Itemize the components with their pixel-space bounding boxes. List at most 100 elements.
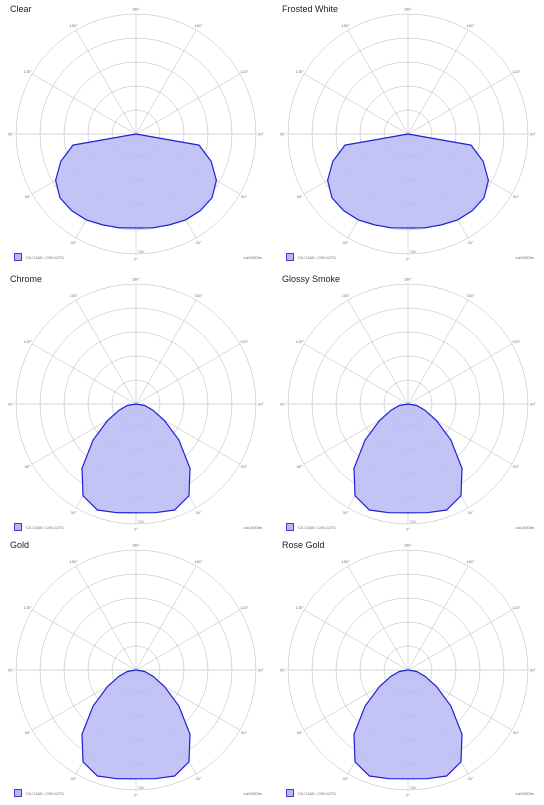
legend-swatch xyxy=(286,523,294,531)
legend: C0-C180 / C90-C270 xyxy=(286,252,336,262)
angle-tick-label: 90° xyxy=(530,668,536,673)
grid-spoke xyxy=(75,565,137,671)
angle-tick-label: 60° xyxy=(297,730,303,735)
angle-tick-label: 60° xyxy=(25,464,31,469)
unit-label: cd/1000lm xyxy=(243,525,262,530)
legend-swatch xyxy=(14,523,22,531)
chart-title: Chrome xyxy=(10,274,43,284)
grid-spoke xyxy=(407,609,513,671)
angle-tick-label: 120° xyxy=(296,605,305,610)
legend-label: C0-C180 / C90-C270 xyxy=(26,254,64,260)
angle-tick-label: 150° xyxy=(466,23,475,28)
angle-tick-label: 150° xyxy=(69,293,78,298)
angle-tick-label: 60° xyxy=(297,464,303,469)
grid-spoke xyxy=(347,565,409,671)
radial-tick-label: 250 xyxy=(138,786,144,790)
angle-tick-label: 150° xyxy=(194,559,203,564)
radial-tick-label: 250 xyxy=(410,786,416,790)
unit-label: cd/1000lm xyxy=(515,255,534,260)
angle-tick-label: 180° xyxy=(404,7,413,12)
angle-tick-label: 30° xyxy=(70,776,76,781)
grid-spoke xyxy=(135,565,197,671)
angle-tick-label: 60° xyxy=(241,194,247,199)
polar-chart: 180° 150° 120° 90° 60° 30° 0° 30° 60° 90° 120° 150°… xyxy=(280,543,536,798)
angle-tick-label: 30° xyxy=(467,776,473,781)
radial-tick-label: 250 xyxy=(410,520,416,524)
grid-spoke xyxy=(135,29,197,135)
angle-tick-label: 60° xyxy=(513,464,519,469)
grid-spoke xyxy=(407,29,469,135)
grid-spoke xyxy=(407,565,469,671)
chart-title: Clear xyxy=(10,4,32,14)
angle-tick-label: 180° xyxy=(132,7,141,12)
angle-tick-label: 90° xyxy=(258,402,264,407)
radial-tick-label: 250 xyxy=(138,250,144,254)
legend-swatch xyxy=(286,253,294,261)
angle-tick-label: 90° xyxy=(530,132,536,137)
angle-tick-label: 120° xyxy=(240,339,249,344)
angle-tick-label: 150° xyxy=(69,559,78,564)
chart-panel-clear: Clear 180° 150° 120° 90° 60° 30° 0° 30° 60° 90° 12… xyxy=(0,0,272,268)
legend-label: C0-C180 / C90-C270 xyxy=(26,790,64,796)
angle-tick-label: 120° xyxy=(296,339,305,344)
angle-tick-label: 90° xyxy=(280,668,286,673)
angle-tick-label: 60° xyxy=(513,730,519,735)
angle-tick-label: 0° xyxy=(134,527,138,532)
angle-tick-label: 60° xyxy=(241,464,247,469)
chart-panel-gold: Gold 180° 150° 120° 90° 60° 30° 0° 30° 60° 90° 120… xyxy=(0,536,272,804)
angle-tick-label: 150° xyxy=(341,23,350,28)
angle-tick-label: 150° xyxy=(466,293,475,298)
distribution-curve xyxy=(326,133,490,229)
grid-spoke xyxy=(347,299,409,405)
angle-tick-label: 30° xyxy=(195,240,201,245)
radial-tick-label: 250 xyxy=(410,250,416,254)
grid-spoke xyxy=(75,299,137,405)
angle-tick-label: 90° xyxy=(258,132,264,137)
angle-tick-label: 120° xyxy=(512,339,521,344)
legend-swatch xyxy=(14,789,22,797)
unit-label: cd/1000lm xyxy=(243,255,262,260)
angle-tick-label: 180° xyxy=(404,543,413,548)
angle-tick-label: 150° xyxy=(69,23,78,28)
chart-title: Gold xyxy=(10,540,30,550)
angle-tick-label: 0° xyxy=(406,527,410,532)
angle-tick-label: 120° xyxy=(240,69,249,74)
chart-panel-rose-gold: Rose Gold 180° 150° 120° 90° 60° 30° 0° 30° 60° 9… xyxy=(272,536,544,804)
angle-tick-label: 60° xyxy=(25,730,31,735)
grid-spoke xyxy=(135,343,241,405)
polar-chart: 180° 150° 120° 90° 60° 30° 0° 30° 60° 90° 120° 150°… xyxy=(8,277,264,532)
legend-label: C0-C180 / C90-C270 xyxy=(298,524,336,530)
distribution-curve xyxy=(353,669,463,780)
grid-spoke xyxy=(407,299,469,405)
legend: C0-C180 / C90-C270 xyxy=(14,788,64,798)
angle-tick-label: 60° xyxy=(513,194,519,199)
angle-tick-label: 150° xyxy=(194,23,203,28)
chart-panel-glossy-smoke: Glossy Smoke 180° 150° 120° 90° 60° 30° 0° 30° 6… xyxy=(272,270,544,538)
angle-tick-label: 0° xyxy=(406,793,410,798)
legend: C0-C180 / C90-C270 xyxy=(14,252,64,262)
angle-tick-label: 60° xyxy=(25,194,31,199)
polar-chart: 180° 150° 120° 90° 60° 30° 0° 30° 60° 90° 120° 150°… xyxy=(280,277,536,532)
angle-tick-label: 180° xyxy=(132,277,141,282)
legend-label: C0-C180 / C90-C270 xyxy=(26,524,64,530)
radial-tick-label: 250 xyxy=(138,520,144,524)
angle-tick-label: 30° xyxy=(342,510,348,515)
legend-swatch xyxy=(286,789,294,797)
grid-spoke xyxy=(407,343,513,405)
grid-spoke xyxy=(135,73,241,135)
angle-tick-label: 0° xyxy=(134,793,138,798)
angle-tick-label: 180° xyxy=(404,277,413,282)
grid-spoke xyxy=(135,299,197,405)
angle-tick-label: 150° xyxy=(341,559,350,564)
angle-tick-label: 120° xyxy=(512,605,521,610)
legend: C0-C180 / C90-C270 xyxy=(286,788,336,798)
grid-spoke xyxy=(303,73,409,135)
angle-tick-label: 30° xyxy=(70,510,76,515)
grid-spoke xyxy=(75,29,137,135)
angle-tick-label: 0° xyxy=(406,257,410,262)
grid-spoke xyxy=(303,343,409,405)
polar-chart: 180° 150° 120° 90° 60° 30° 0° 30° 60° 90° 120° 150°… xyxy=(8,7,264,262)
legend: C0-C180 / C90-C270 xyxy=(14,522,64,532)
angle-tick-label: 150° xyxy=(194,293,203,298)
angle-tick-label: 90° xyxy=(280,132,286,137)
